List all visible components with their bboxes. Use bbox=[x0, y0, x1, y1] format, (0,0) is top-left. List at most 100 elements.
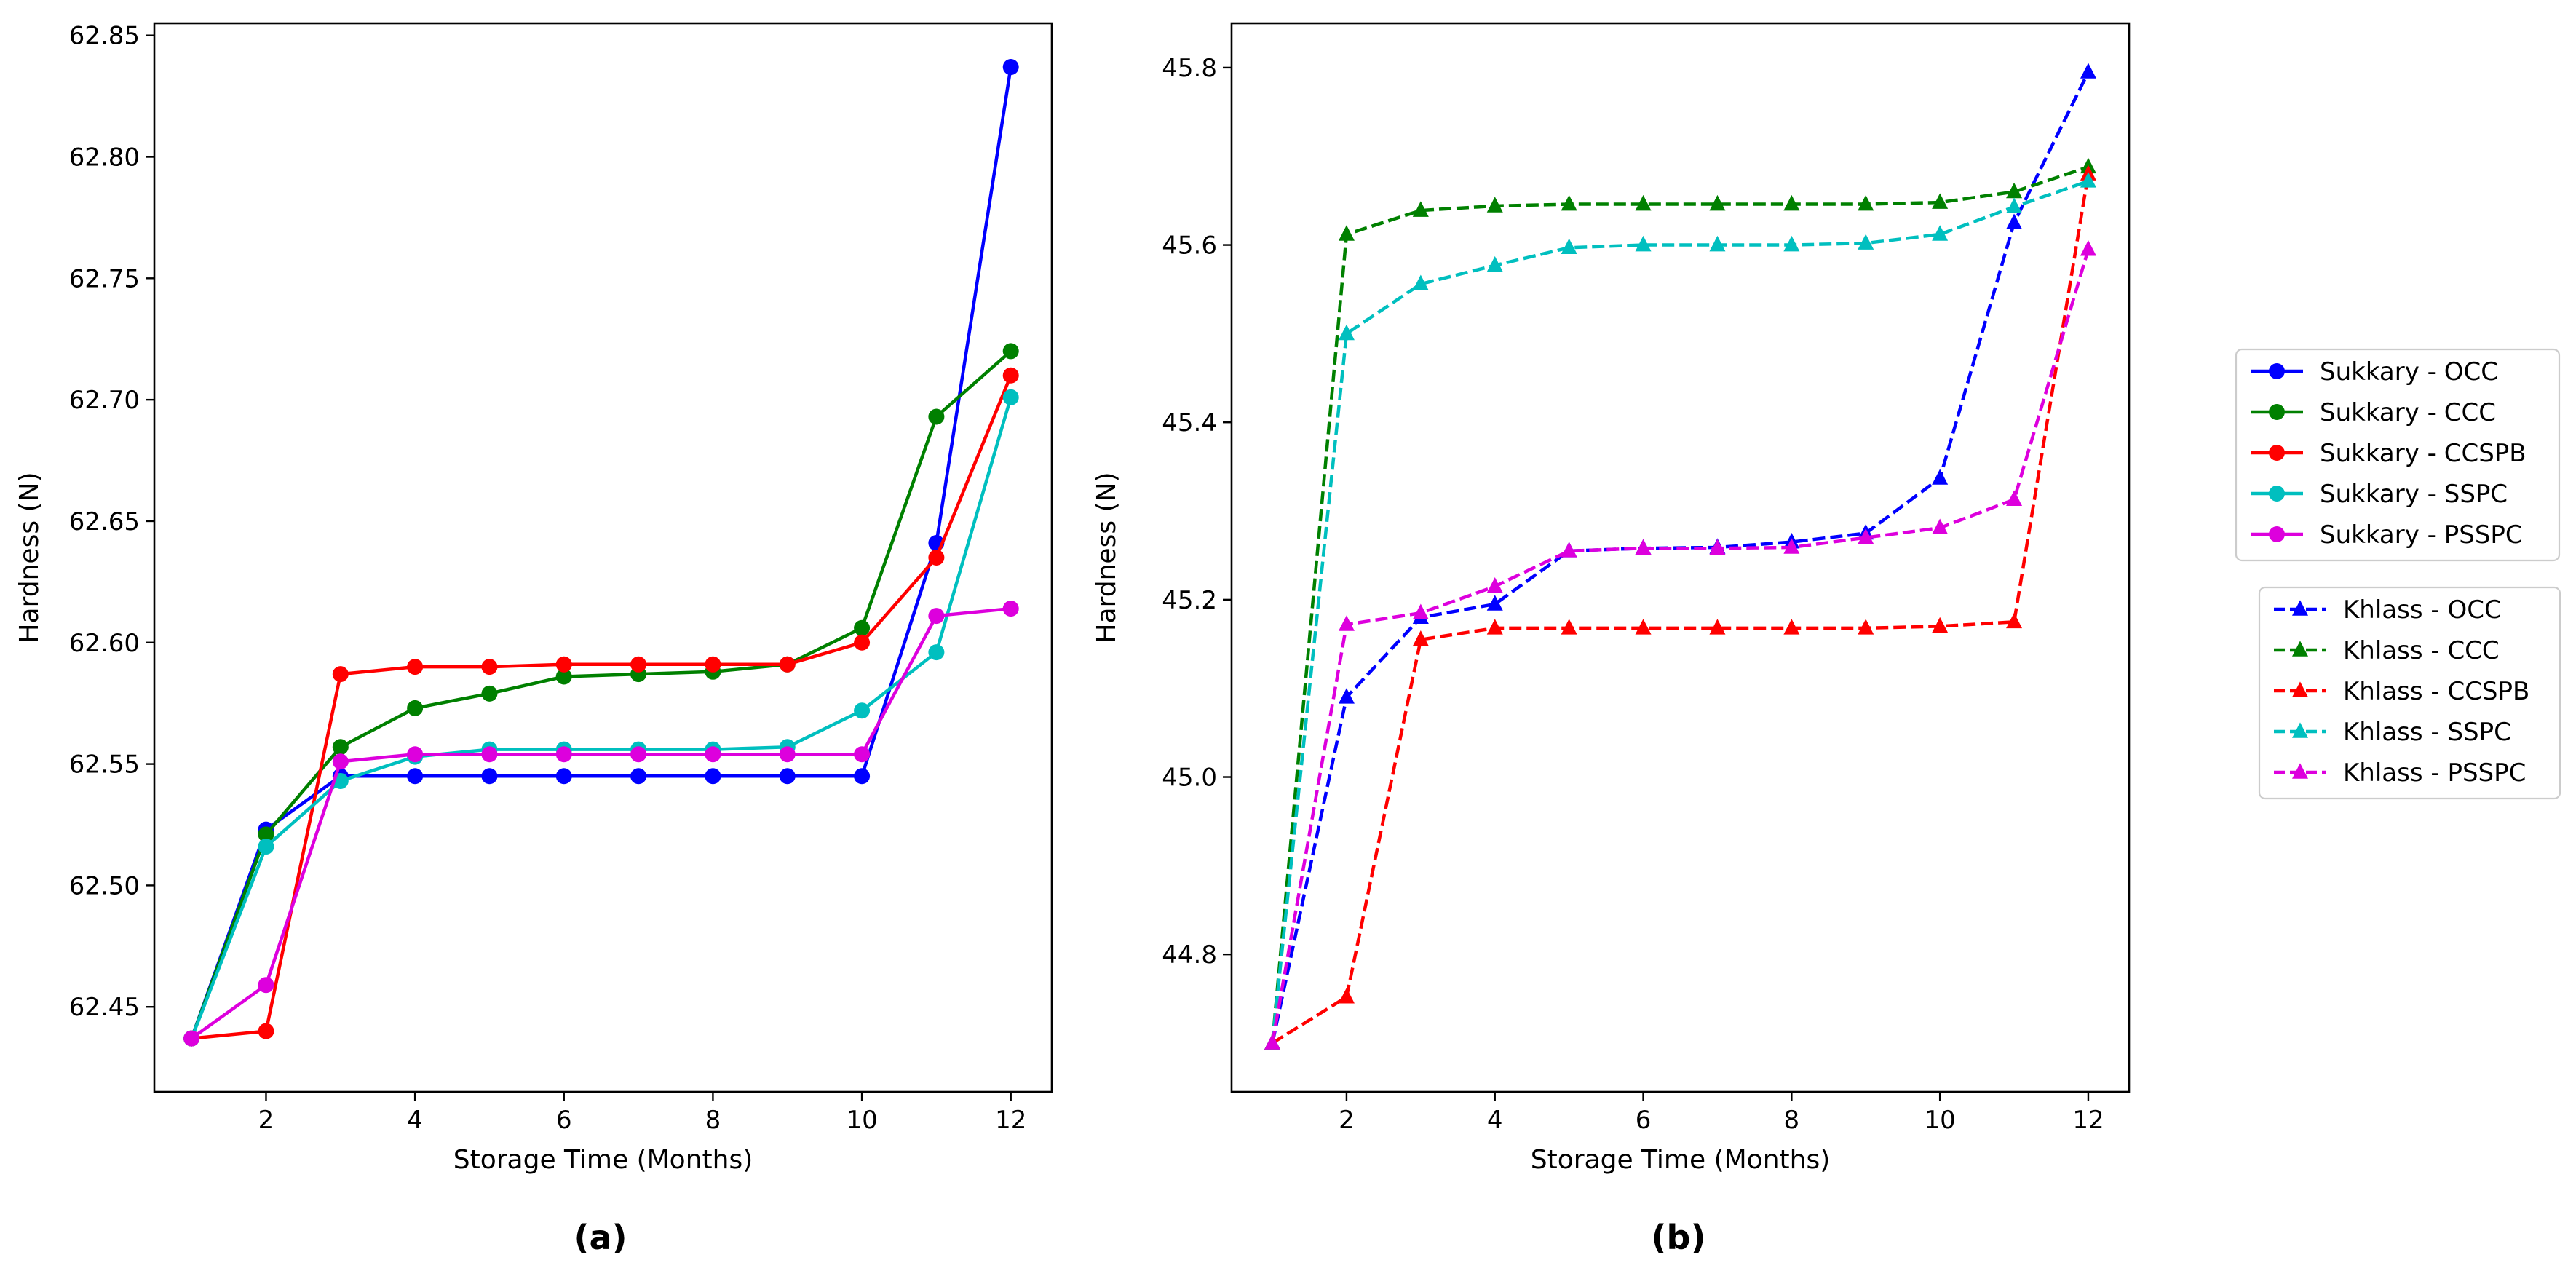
panel-b-series-4-point-9 bbox=[1858, 234, 1874, 250]
panel-b-series-5-point-5 bbox=[1561, 542, 1577, 558]
panel-b-x-tick-label-2: 2 bbox=[1339, 1106, 1355, 1135]
panel-a-series-1-line bbox=[190, 66, 1012, 1039]
panel-a-axes-frame bbox=[153, 22, 1053, 1093]
panel-b-series-5-point-6 bbox=[1635, 539, 1652, 555]
panel-a-y-tick-label-62.50: 62.50 bbox=[69, 871, 140, 900]
panel-b-series-5-point-3 bbox=[1412, 603, 1429, 619]
panel-b: 2 4 6 8 10 12 44.8 45.0 45.2 45.4 45.6 45.8 Storage … bbox=[1092, 22, 2131, 1175]
legend-sukkary-entry-3: Sukkary - CCSPB bbox=[2251, 439, 2527, 468]
legend-khlass-entry-2: Khlass - CCC bbox=[2274, 636, 2500, 665]
panel-a-series-1-point-4 bbox=[407, 768, 424, 785]
legend-sukkary-entry-4-label: Sukkary - SSPC bbox=[2320, 480, 2508, 509]
panel-b-y-tick-label-45.8: 45.8 bbox=[1162, 54, 1217, 83]
legend-sukkary-entry-5: Sukkary - PSSPC bbox=[2251, 520, 2523, 550]
legend-khlass-entry-4-label: Khlass - SSPC bbox=[2343, 718, 2511, 747]
panel-a-series-3-line bbox=[191, 374, 1012, 1040]
legend-khlass-entry-2-marker bbox=[2292, 641, 2308, 657]
panel-a-series-5-point-4 bbox=[407, 746, 424, 763]
panel-a-y-tick-label-62.65: 62.65 bbox=[69, 507, 140, 536]
panel-b-series-2-point-9 bbox=[1858, 194, 1874, 211]
panel-b-series-3-point-3 bbox=[1412, 630, 1429, 646]
panel-a-series-2-point-5 bbox=[481, 685, 498, 702]
panel-b-series-4-point-5 bbox=[1561, 238, 1577, 255]
panel-b-series-3 bbox=[1264, 165, 2096, 1050]
panel-a-y-tick-label-62.70: 62.70 bbox=[69, 386, 140, 415]
panel-a-label: (a) bbox=[574, 1218, 627, 1257]
panel-a-series-1-point-8 bbox=[705, 768, 721, 785]
panel-b-series-1-point-10 bbox=[1932, 469, 1949, 485]
panel-b-series-4-point-10 bbox=[1932, 225, 1949, 241]
panel-b-y-tick-label-45.6: 45.6 bbox=[1162, 231, 1217, 261]
panel-a-series-5-point-12 bbox=[1002, 601, 1019, 617]
panel-b-label: (b) bbox=[1652, 1218, 1706, 1257]
panel-a-series-5-point-11 bbox=[928, 608, 945, 625]
panel-a-y-tick-label-62.55: 62.55 bbox=[69, 750, 140, 780]
panel-a-series-3-point-11 bbox=[928, 550, 945, 566]
panel-b-series-3-point-2 bbox=[1338, 987, 1355, 1004]
panel-a-x-tick-label-12: 12 bbox=[995, 1106, 1026, 1135]
panel-b-series-5-point-8 bbox=[1783, 538, 1800, 554]
panel-a-series-1-point-10 bbox=[854, 768, 871, 785]
panel-b-series-2-point-2 bbox=[1338, 225, 1355, 241]
panel-a-series-4-line bbox=[190, 397, 1012, 1039]
panel-b-series-2-point-4 bbox=[1486, 197, 1503, 213]
panel-a-series-2-point-6 bbox=[555, 668, 572, 685]
legend-khlass-entry-4-marker bbox=[2292, 722, 2308, 738]
legend-khlass-entry-2-label: Khlass - CCC bbox=[2343, 636, 2500, 665]
panel-b-x-tick-label-4: 4 bbox=[1487, 1106, 1503, 1135]
panel-b-series-2-point-5 bbox=[1561, 194, 1577, 211]
panel-a-series-5-point-3 bbox=[332, 753, 349, 770]
panel-b-series-4-point-11 bbox=[2006, 197, 2023, 213]
panel-a-series-5-point-9 bbox=[779, 746, 796, 763]
legend-khlass-entry-1-label: Khlass - OCC bbox=[2343, 595, 2502, 625]
panel-a-series-4-point-2 bbox=[258, 839, 274, 855]
panel-b-series-2-point-8 bbox=[1783, 194, 1800, 211]
panel-b-series-3-point-11 bbox=[2006, 612, 2023, 629]
panel-a-series-3-point-3 bbox=[332, 666, 349, 683]
panel-b-series-5-line bbox=[1270, 249, 2090, 1044]
panel-b-y-tick-label-45.4: 45.4 bbox=[1162, 408, 1217, 437]
panel-b-series-1-point-11 bbox=[2006, 213, 2023, 229]
panel-a-series-5-point-1 bbox=[183, 1030, 200, 1047]
legend-khlass-frame bbox=[2258, 586, 2561, 800]
legend-sukkary-entry-5-marker bbox=[2269, 526, 2285, 542]
legend-khlass-entry-1: Khlass - OCC bbox=[2274, 595, 2502, 625]
panel-b-x-tick-label-6: 6 bbox=[1636, 1106, 1652, 1135]
panel-a-series-4-point-10 bbox=[854, 702, 871, 719]
panel-b-series-2-point-11 bbox=[2006, 182, 2023, 199]
panel-a-series-1-point-12 bbox=[1002, 59, 1019, 76]
panel-b-series-5-point-9 bbox=[1858, 528, 1874, 544]
panel-a-series-2-point-10 bbox=[854, 619, 871, 636]
legend-sukkary-frame bbox=[2235, 348, 2561, 562]
panel-b-series-2-point-7 bbox=[1709, 194, 1726, 211]
panel-b-axes-frame bbox=[1230, 22, 2131, 1093]
panel-a-series-2-point-12 bbox=[1002, 343, 1019, 360]
panel-a-series-1 bbox=[183, 59, 1019, 1047]
panel-b-y-tick-label-45.0: 45.0 bbox=[1162, 764, 1217, 793]
panel-b-series-4-point-3 bbox=[1412, 274, 1429, 290]
panel-b-series-5-point-11 bbox=[2006, 490, 2023, 507]
panel-b-series-4-point-12 bbox=[2080, 172, 2096, 188]
panel-a-y-tick-label-62.45: 62.45 bbox=[69, 993, 140, 1022]
legend-khlass-entry-3: Khlass - CCSPB bbox=[2274, 677, 2529, 706]
panel-b-series-3-point-7 bbox=[1709, 619, 1726, 635]
panel-b-series-5 bbox=[1264, 240, 2096, 1050]
panel-a-series-1-point-9 bbox=[779, 768, 796, 785]
panel-b-series-3-point-8 bbox=[1783, 619, 1800, 635]
panel-a-series-5-point-5 bbox=[481, 746, 498, 763]
panel-a-series-3-point-2 bbox=[258, 1023, 274, 1039]
panel-b-series-1-point-12 bbox=[2080, 63, 2096, 79]
panel-a-series-2-point-2 bbox=[258, 826, 274, 843]
panel-b-series-5-point-4 bbox=[1486, 576, 1503, 593]
panel-b-series-5-point-2 bbox=[1338, 615, 1355, 631]
panel-a-series-5-point-6 bbox=[555, 746, 572, 763]
panel-a-x-tick-label-6: 6 bbox=[556, 1106, 572, 1135]
panel-b-series-5-point-1 bbox=[1264, 1034, 1281, 1050]
legend-sukkary-entry-2-label: Sukkary - CCC bbox=[2320, 398, 2496, 427]
panel-a-y-axis-title: Hardness (N) bbox=[15, 472, 44, 643]
panel-a-series-3-point-9 bbox=[779, 656, 796, 673]
legend-khlass: Khlass - OCC Khlass - CCC Khlass - CCSPB Kh… bbox=[2258, 586, 2561, 800]
panel-b-series-4-point-2 bbox=[1338, 324, 1355, 341]
